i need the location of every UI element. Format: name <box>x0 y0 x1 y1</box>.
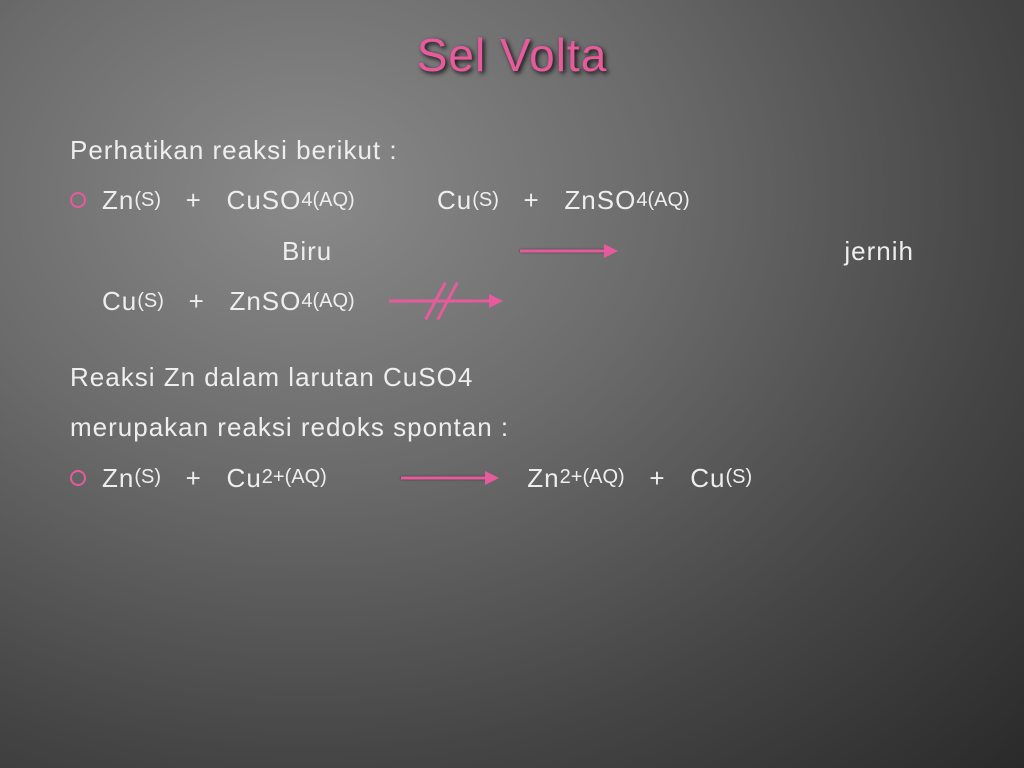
eq3-lhs-b-sup: 2+ <box>262 462 285 493</box>
eq3-plus1: + <box>161 458 227 498</box>
slide-title: Sel Volta <box>70 28 954 82</box>
eq3-rhs-a-sub: (AQ) <box>582 462 624 493</box>
slide-body: Perhatikan reaksi berikut : Zn (S) + CuS… <box>70 130 954 498</box>
intro-line: Perhatikan reaksi berikut : <box>70 130 954 170</box>
no-reaction-arrow-icon <box>379 284 509 318</box>
eq3-rhs-b: Cu <box>690 458 725 498</box>
text2: Reaksi Zn dalam larutan CuSO4 <box>70 357 473 397</box>
text3: merupakan reaksi redoks spontan : <box>70 407 509 447</box>
text-line-3: merupakan reaksi redoks spontan : <box>70 407 954 447</box>
eq1-lhs-b: CuSO <box>227 180 302 220</box>
eq3-rhs-a-sup: 2+ <box>560 462 583 493</box>
annot-biru: Biru <box>102 231 512 271</box>
eq3-plus2: + <box>625 458 691 498</box>
eq1-plus2: + <box>499 180 565 220</box>
eq3-lhs-b: Cu <box>227 458 262 498</box>
eq1-rhs-b-sub: 4(AQ) <box>636 185 689 216</box>
eq3-lhs-b-sub: (AQ) <box>285 462 327 493</box>
intro-text: Perhatikan reaksi berikut : <box>70 130 398 170</box>
eq1-rhs-a-sub: (S) <box>472 185 499 216</box>
eq3-lhs-a-sub: (S) <box>134 462 161 493</box>
eq2-lhs-b: ZnSO <box>229 281 301 321</box>
annotation-row: Biru jernih <box>70 231 954 271</box>
equation-2: Cu (S) + ZnSO 4(AQ) <box>70 281 954 321</box>
eq1-lhs-a-sub: (S) <box>134 185 161 216</box>
eq1-plus1: + <box>161 180 227 220</box>
eq3-gap <box>327 458 393 498</box>
eq3-rhs-b-sub: (S) <box>725 462 752 493</box>
eq2-plus1: + <box>164 281 230 321</box>
eq2-lhs-a: Cu <box>102 281 137 321</box>
slide: Sel Volta Perhatikan reaksi berikut : Zn… <box>0 0 1024 768</box>
eq3-lhs-a: Zn <box>102 458 134 498</box>
eq1-gap <box>355 180 437 220</box>
equation-3: Zn (S) + Cu 2+ (AQ) Zn 2+ (AQ) + Cu (S) <box>70 458 954 498</box>
annot-jernih: jernih <box>844 231 914 271</box>
eq1-rhs-b: ZnSO <box>564 180 636 220</box>
arrow-icon <box>512 236 622 266</box>
equation-1: Zn (S) + CuSO 4(AQ) Cu (S) + ZnSO 4(AQ) <box>70 180 954 220</box>
eq3-rhs-a: Zn <box>527 458 559 498</box>
text-line-2: Reaksi Zn dalam larutan CuSO4 <box>70 357 954 397</box>
eq2-lhs-b-sub: 4(AQ) <box>301 286 354 317</box>
eq1-lhs-a: Zn <box>102 180 134 220</box>
bullet-icon <box>70 470 86 486</box>
eq2-lhs-a-sub: (S) <box>137 286 164 317</box>
arrow-icon <box>393 463 503 493</box>
eq2-gap <box>355 281 380 321</box>
bullet-icon <box>70 192 86 208</box>
eq1-lhs-b-sub: 4(AQ) <box>301 185 354 216</box>
eq1-rhs-a: Cu <box>437 180 472 220</box>
